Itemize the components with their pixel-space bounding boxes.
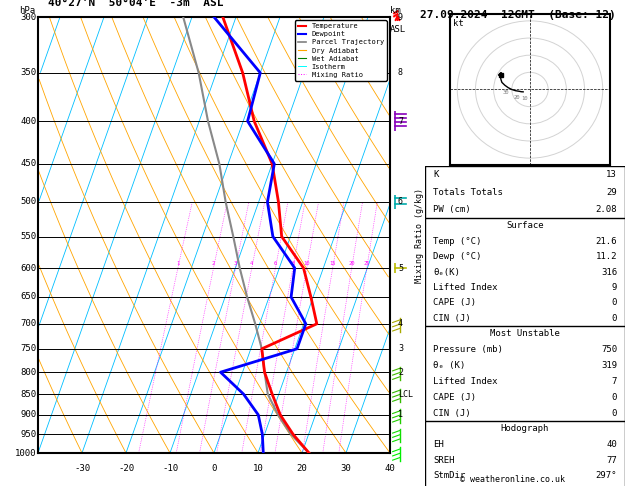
- Text: CIN (J): CIN (J): [433, 314, 470, 323]
- Text: 77: 77: [606, 455, 617, 465]
- Text: 550: 550: [20, 232, 36, 241]
- Text: -30: -30: [74, 464, 90, 473]
- Text: 6: 6: [274, 261, 277, 266]
- Text: 30: 30: [341, 464, 352, 473]
- Text: ASL: ASL: [390, 25, 406, 34]
- Text: 600: 600: [20, 263, 36, 273]
- Text: 15: 15: [330, 261, 336, 266]
- Text: CAPE (J): CAPE (J): [433, 298, 476, 307]
- Text: Totals Totals: Totals Totals: [433, 188, 503, 196]
- Text: 11.2: 11.2: [596, 252, 617, 261]
- Text: 750: 750: [601, 345, 617, 354]
- Text: PW (cm): PW (cm): [433, 205, 470, 214]
- Text: 0: 0: [211, 464, 216, 473]
- Text: 13: 13: [606, 170, 617, 179]
- Text: 2: 2: [212, 261, 215, 266]
- Text: 297°: 297°: [596, 471, 617, 480]
- Text: 4: 4: [398, 319, 403, 329]
- Text: 400: 400: [20, 117, 36, 126]
- Text: 10: 10: [253, 464, 264, 473]
- Text: 750: 750: [20, 344, 36, 353]
- Text: Most Unstable: Most Unstable: [490, 330, 560, 338]
- Text: 40: 40: [606, 440, 617, 449]
- Legend: Temperature, Dewpoint, Parcel Trajectory, Dry Adiabat, Wet Adiabat, Isotherm, Mi: Temperature, Dewpoint, Parcel Trajectory…: [295, 20, 387, 81]
- Text: 5: 5: [398, 263, 403, 273]
- Text: 350: 350: [20, 69, 36, 77]
- Text: Hodograph: Hodograph: [501, 424, 549, 434]
- Text: θₑ (K): θₑ (K): [433, 361, 465, 370]
- Text: © weatheronline.co.uk: © weatheronline.co.uk: [460, 474, 565, 484]
- Text: 10: 10: [303, 261, 310, 266]
- Text: 40: 40: [384, 464, 396, 473]
- Text: 0: 0: [611, 409, 617, 417]
- Text: 8: 8: [291, 261, 294, 266]
- Text: 3: 3: [234, 261, 237, 266]
- Text: 20: 20: [348, 261, 355, 266]
- Text: 0: 0: [611, 314, 617, 323]
- Text: -20: -20: [118, 464, 134, 473]
- Text: 30: 30: [503, 90, 509, 95]
- Text: 850: 850: [20, 390, 36, 399]
- Text: 0: 0: [611, 298, 617, 307]
- Text: SREH: SREH: [433, 455, 455, 465]
- Text: Dewp (°C): Dewp (°C): [433, 252, 481, 261]
- Text: km: km: [390, 5, 401, 15]
- Text: Lifted Index: Lifted Index: [433, 283, 498, 292]
- Text: Mixing Ratio (g/kg): Mixing Ratio (g/kg): [416, 188, 425, 282]
- Text: 29: 29: [606, 188, 617, 196]
- Text: 9: 9: [611, 283, 617, 292]
- Text: 10: 10: [521, 96, 528, 102]
- Text: 25: 25: [364, 261, 370, 266]
- Text: 21.6: 21.6: [596, 237, 617, 245]
- Text: 1: 1: [176, 261, 179, 266]
- Text: 40°27'N  50°04'E  -3m  ASL: 40°27'N 50°04'E -3m ASL: [48, 0, 223, 8]
- Text: 20: 20: [297, 464, 308, 473]
- Text: 20: 20: [514, 95, 520, 100]
- Text: 9: 9: [398, 13, 403, 21]
- Text: 7: 7: [398, 117, 403, 126]
- Text: -10: -10: [162, 464, 178, 473]
- Text: 0: 0: [611, 393, 617, 402]
- Text: LCL: LCL: [398, 390, 413, 399]
- Text: 6: 6: [398, 197, 403, 207]
- Text: 950: 950: [20, 430, 36, 439]
- Text: 316: 316: [601, 267, 617, 277]
- Text: 1000: 1000: [14, 449, 36, 457]
- Text: 27.09.2024  12GMT  (Base: 12): 27.09.2024 12GMT (Base: 12): [420, 10, 616, 20]
- Text: 3: 3: [398, 344, 403, 353]
- Text: 900: 900: [20, 410, 36, 419]
- Text: 500: 500: [20, 197, 36, 207]
- Text: 700: 700: [20, 319, 36, 329]
- Text: 450: 450: [20, 159, 36, 168]
- Text: 300: 300: [20, 13, 36, 21]
- Text: 319: 319: [601, 361, 617, 370]
- Text: 7: 7: [611, 377, 617, 386]
- Text: StmDir: StmDir: [433, 471, 465, 480]
- Text: CAPE (J): CAPE (J): [433, 393, 476, 402]
- Text: K: K: [433, 170, 438, 179]
- Text: 1: 1: [398, 410, 403, 419]
- Text: 8: 8: [398, 69, 403, 77]
- Text: hPa: hPa: [19, 5, 35, 15]
- Text: Lifted Index: Lifted Index: [433, 377, 498, 386]
- Text: 650: 650: [20, 293, 36, 301]
- Text: kt: kt: [454, 18, 464, 28]
- Text: Surface: Surface: [506, 221, 544, 230]
- Text: Pressure (mb): Pressure (mb): [433, 345, 503, 354]
- Text: CIN (J): CIN (J): [433, 409, 470, 417]
- Text: Temp (°C): Temp (°C): [433, 237, 481, 245]
- Text: θₑ(K): θₑ(K): [433, 267, 460, 277]
- Text: 4: 4: [250, 261, 253, 266]
- Text: 2.08: 2.08: [596, 205, 617, 214]
- Text: EH: EH: [433, 440, 443, 449]
- Text: 800: 800: [20, 368, 36, 377]
- Text: 2: 2: [398, 368, 403, 377]
